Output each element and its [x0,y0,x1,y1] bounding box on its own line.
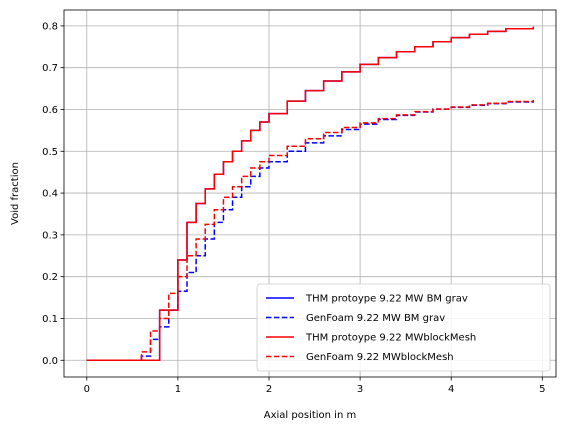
series-line-4 [86,99,534,362]
x-tick-label: 3 [357,384,363,395]
y-axis-label: Void fraction [10,162,21,225]
y-tick-label: 0.0 [42,356,58,367]
y-tick-label: 0.3 [42,230,58,241]
legend-entry-label: THM protoype 9.22 MWblockMesh [305,333,476,344]
x-axis-label: Axial position in m [264,410,356,421]
x-tick-label: 0 [84,384,90,395]
x-tick-label: 5 [539,384,545,395]
y-tick-label: 0.5 [42,147,58,158]
y-tick-label: 0.1 [42,314,58,325]
y-tick-label: 0.8 [42,21,58,32]
y-tick-label: 0.6 [42,105,58,116]
x-tick-label: 4 [448,384,454,395]
legend-entry-label: GenFoam 9.22 MWblockMesh [306,352,454,363]
series-line-3 [86,26,534,362]
legend-entry-label: GenFoam 9.22 MW BM grav [306,313,445,324]
legend-box [256,283,551,372]
y-tick-label: 0.7 [42,63,58,74]
y-tick-label: 0.2 [42,272,58,283]
series-group [86,26,534,362]
legend: THM protoype 9.22 MW BM grav GenFoam 9.22… [256,283,551,372]
x-tick-label: 2 [266,384,272,395]
grid [64,10,556,377]
x-tick-label: 1 [175,384,181,395]
y-tick-label: 0.4 [42,189,58,200]
axis-ticks: 0 1 2 3 4 5 0.0 0.1 0.2 0.3 0.4 0.5 0.6 0.7 0.8 [42,21,545,395]
legend-entry-label: THM protoype 9.22 MW BM grav [305,294,468,305]
plot-frame [63,9,557,378]
